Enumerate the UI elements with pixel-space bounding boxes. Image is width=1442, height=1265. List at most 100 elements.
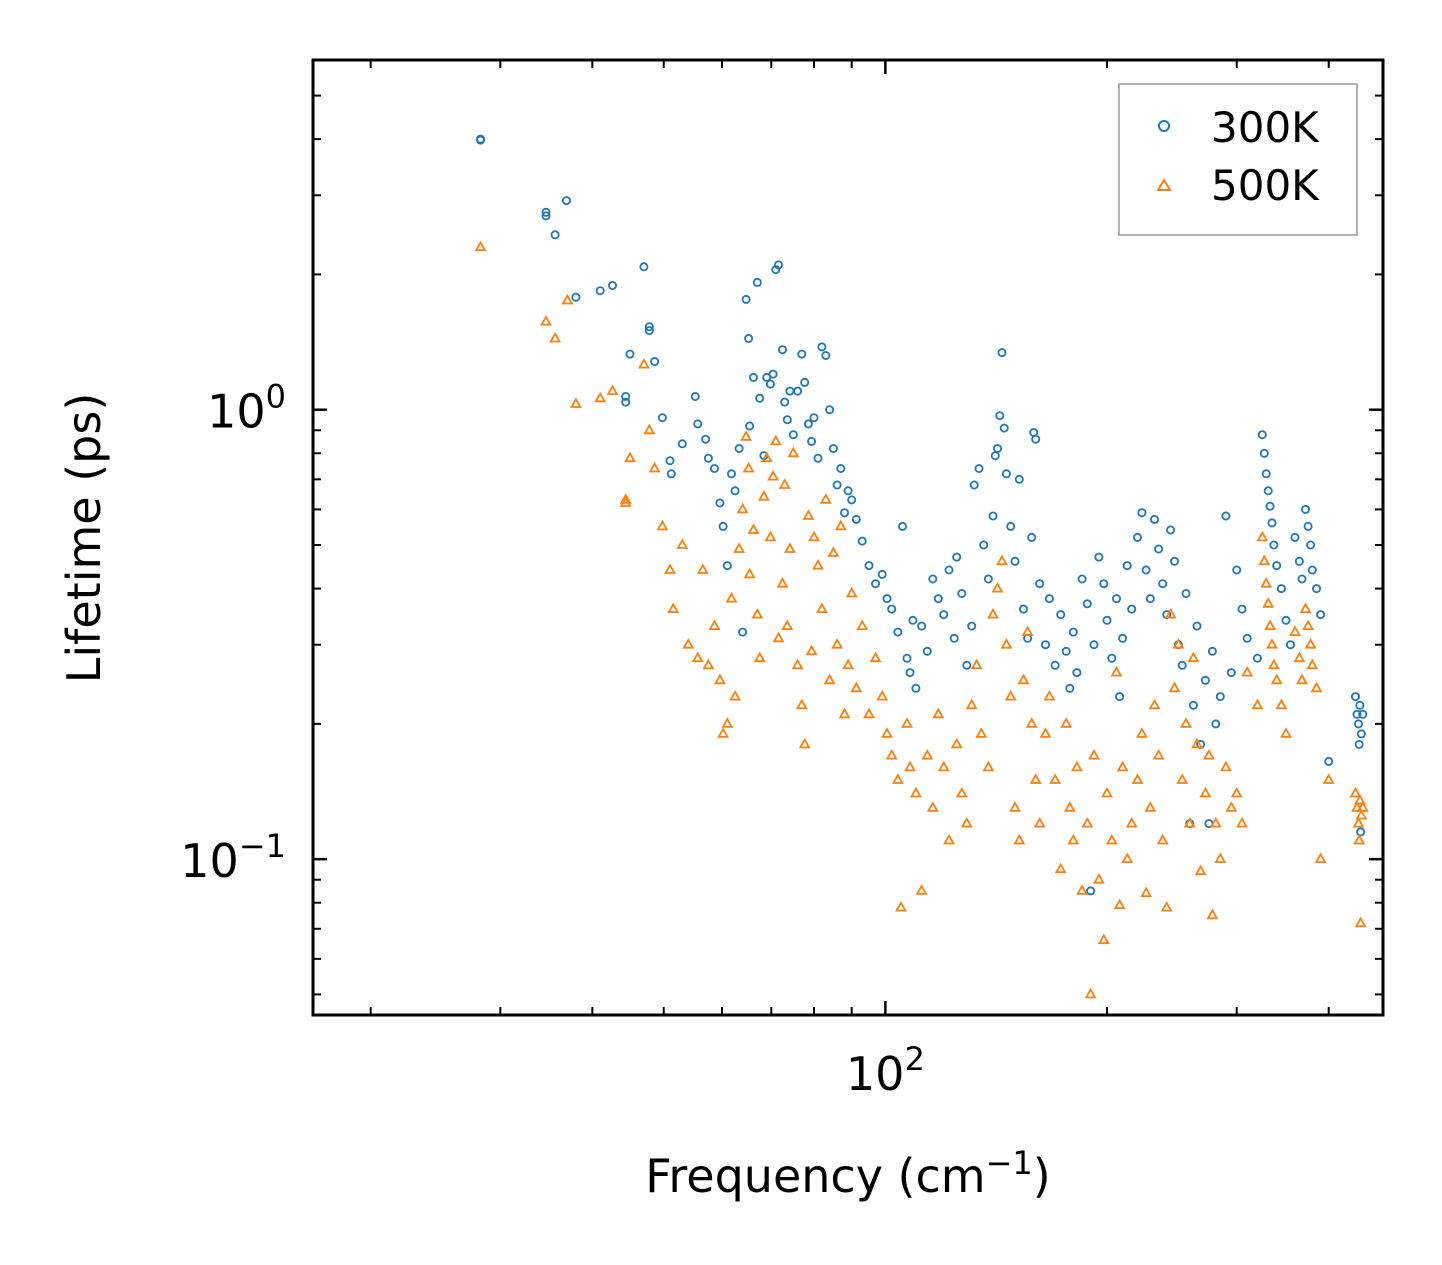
legend-label-300k: 300K (1211, 103, 1320, 152)
point-500k (757, 490, 770, 501)
point-300k (1301, 504, 1311, 514)
point-500k (1084, 987, 1097, 999)
point-300k (571, 292, 581, 302)
point-300k (727, 469, 737, 479)
point-500k (996, 554, 1008, 566)
point-300k (1232, 565, 1242, 575)
point-300k (1056, 610, 1066, 620)
point-500k (1351, 801, 1363, 812)
point-500k (869, 651, 882, 663)
point-500k (815, 602, 828, 613)
point-500k (1148, 698, 1161, 710)
point-300k (1316, 610, 1326, 620)
point-300k (722, 561, 732, 571)
point-500k (1017, 673, 1030, 685)
point-300k (832, 480, 842, 490)
point-500k (760, 451, 773, 463)
point-300k (1226, 668, 1236, 678)
point-300k (657, 413, 667, 423)
point-500k (1097, 933, 1110, 945)
point-500k (624, 451, 636, 463)
point-300k (1001, 469, 1011, 479)
point-300k (780, 397, 790, 407)
point-500k (808, 530, 820, 542)
point-300k (1166, 525, 1176, 535)
point-500k (1202, 748, 1215, 760)
point-500k (909, 786, 922, 798)
point-500k (802, 509, 815, 520)
point-300k (949, 633, 959, 643)
point-300k (710, 463, 720, 473)
point-300k (639, 262, 649, 272)
point-300k (693, 419, 703, 429)
point-500k (819, 493, 832, 504)
point-500k (1140, 886, 1153, 898)
point-500k (1219, 760, 1232, 772)
point-300k (1137, 508, 1147, 518)
point-500k (1191, 737, 1203, 749)
point-300k (1019, 604, 1029, 614)
point-500k (769, 434, 782, 446)
point-300k (1200, 675, 1210, 685)
point-500k (569, 397, 582, 408)
point-500k (1172, 638, 1185, 649)
point-500k (1209, 816, 1222, 828)
point-500k (781, 619, 794, 630)
point-500k (1349, 786, 1362, 798)
point-500k (776, 577, 789, 588)
point-500k (1299, 602, 1312, 613)
point-500k (767, 469, 780, 481)
point-300k (1177, 660, 1187, 670)
point-500k (1144, 801, 1157, 812)
point-300k (608, 280, 618, 290)
point-500k (1113, 898, 1126, 910)
point-500k (1152, 748, 1165, 760)
point-500k (1225, 801, 1238, 812)
point-500k (717, 727, 730, 738)
point-500k (881, 727, 893, 738)
point-300k (1094, 552, 1104, 562)
point-300k (974, 463, 984, 473)
point-300k (1050, 660, 1060, 670)
point-300k (1276, 584, 1286, 594)
point-500k (1183, 816, 1196, 828)
point-500k (1013, 833, 1026, 845)
legend-entry-300k: 300K (1158, 103, 1320, 152)
point-500k (1135, 727, 1148, 738)
point-300k (1170, 556, 1180, 566)
point-500k (676, 538, 689, 549)
point-300k (1352, 709, 1362, 719)
point-300k (562, 196, 572, 206)
point-300k (857, 536, 867, 546)
point-500k (1121, 852, 1134, 863)
point-300k (1006, 521, 1016, 531)
point-300k (1351, 692, 1361, 702)
point-300k (1122, 561, 1132, 571)
data-points (474, 134, 1369, 999)
point-500k (561, 293, 574, 305)
point-300k (1252, 653, 1262, 663)
point-500k (1267, 658, 1280, 670)
point-500k (895, 900, 907, 912)
point-300k (1265, 501, 1275, 511)
point-300k (1312, 584, 1322, 594)
point-500k (1063, 801, 1076, 812)
point-300k (677, 439, 687, 449)
point-500k (740, 430, 753, 441)
plot-frame (311, 58, 1385, 1017)
point-500k (1092, 873, 1105, 884)
point-300k (1294, 556, 1304, 566)
point-500k (901, 717, 913, 728)
point-500k (1214, 852, 1227, 863)
point-300k (902, 653, 912, 663)
point-500k (1289, 625, 1301, 636)
point-300k (1102, 615, 1112, 625)
point-300k (621, 391, 631, 401)
point-500k (1000, 638, 1013, 649)
x-tick-label: 102 (846, 1040, 925, 1101)
point-500k (1116, 760, 1129, 772)
point-300k (1145, 594, 1155, 604)
point-300k (1356, 827, 1366, 837)
point-300k (1115, 692, 1125, 702)
point-500k (1280, 727, 1292, 738)
